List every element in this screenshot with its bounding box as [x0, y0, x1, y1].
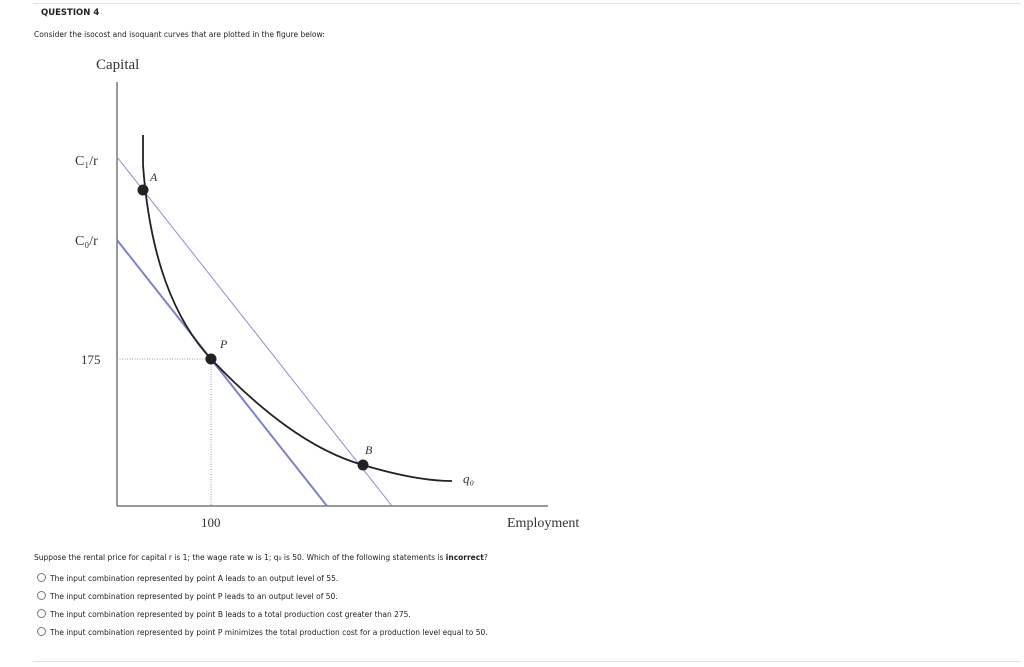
radio-button[interactable]: [37, 573, 46, 582]
option-text[interactable]: The input combination represented by poi…: [50, 592, 338, 601]
isocost-c0: [116, 239, 328, 507]
option-text[interactable]: The input combination represented by poi…: [50, 610, 411, 619]
question-suffix: ?: [483, 553, 488, 562]
point-label: P: [219, 337, 228, 351]
point-a: [137, 184, 149, 196]
option-text[interactable]: The input combination represented by poi…: [50, 574, 339, 583]
point-b: [357, 459, 369, 471]
point-label: A: [149, 170, 158, 184]
y-axis-label: Capital: [96, 57, 139, 73]
question-title: QUESTION 4: [41, 8, 100, 18]
radio-button[interactable]: [37, 627, 46, 636]
divider: [33, 3, 1021, 4]
divider: [33, 661, 1021, 662]
point-label: B: [365, 443, 373, 457]
question-text: Suppose the rental price for capital r i…: [34, 553, 488, 562]
question-emphasis: incorrect: [445, 553, 484, 562]
option-text[interactable]: The input combination represented by poi…: [50, 628, 488, 637]
question-prefix: Suppose the rental price for capital r i…: [34, 553, 446, 562]
x-axis-label: Employment: [507, 516, 579, 531]
prompt: Consider the isocost and isoquant curves…: [34, 30, 325, 39]
curve-label: q₀: [463, 471, 474, 486]
radio-button[interactable]: [37, 591, 46, 600]
isocost-c1: [116, 156, 393, 507]
y-label: C₁/r: [75, 154, 98, 169]
point-p: [205, 353, 217, 365]
radio-button[interactable]: [37, 609, 46, 618]
x-label: 100: [201, 515, 221, 530]
y-label: C₀/r: [75, 234, 98, 249]
y-label: 175: [81, 352, 101, 367]
isoquant: [142, 135, 453, 482]
